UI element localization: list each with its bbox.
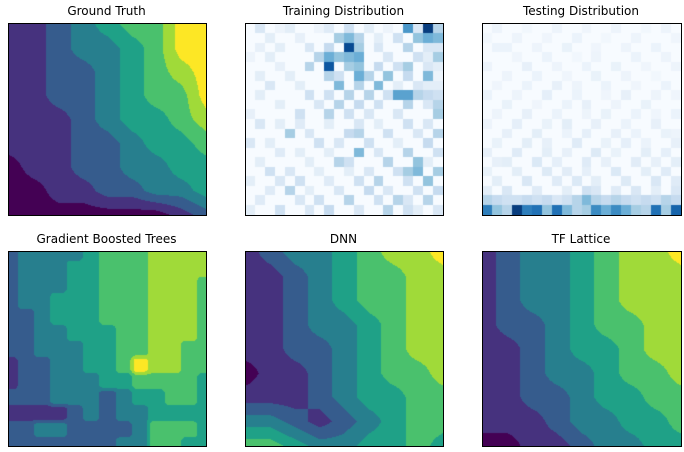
tf-lattice-canvas [483, 252, 681, 446]
ground-truth-plot [8, 23, 207, 216]
ground-truth-canvas [9, 24, 206, 215]
testing-distribution-plot [482, 23, 682, 216]
panel-title: Gradient Boosted Trees [36, 232, 177, 246]
gradient-boosted-trees-plot [8, 251, 207, 447]
panel-title: TF Lattice [551, 232, 611, 246]
gradient-boosted-trees-canvas [9, 252, 206, 446]
panel-title: DNN [329, 232, 358, 246]
tf-lattice-plot [482, 251, 682, 447]
panel-title: Training Distribution [282, 4, 405, 18]
testing-distribution-canvas [483, 24, 681, 215]
panel-title: Ground Truth [67, 4, 146, 18]
panel-title: Testing Distribution [522, 4, 639, 18]
dnn-canvas [246, 252, 443, 446]
training-distribution-canvas [246, 24, 443, 215]
training-distribution-plot [245, 23, 444, 216]
dnn-plot [245, 251, 444, 447]
